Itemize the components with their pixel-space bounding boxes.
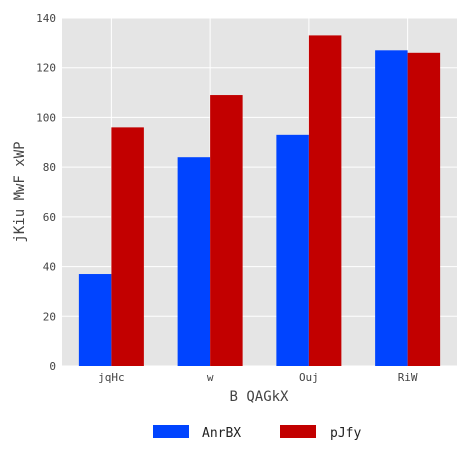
bar-AnrBX-RiW — [375, 50, 408, 367]
legend-swatch-pJfy — [280, 425, 316, 438]
y-tick-label: 100 — [36, 111, 56, 124]
x-tick-label: w — [207, 371, 214, 384]
x-tick-label: RiW — [398, 371, 418, 384]
y-tick-label: 120 — [36, 62, 56, 75]
bar-pJfy-w — [210, 95, 243, 367]
bar-pJfy-RiW — [407, 52, 441, 367]
y-tick-label: 140 — [36, 12, 56, 25]
y-tick-labels: 0 20 40 60 80 100 120 140 — [36, 12, 56, 373]
bar-AnrBX-Ouj — [276, 134, 309, 366]
bar-pJfy-jqHc — [111, 127, 144, 366]
y-tick-label: 0 — [49, 360, 56, 373]
bars — [78, 35, 441, 367]
y-tick-label: 40 — [43, 261, 56, 274]
legend: AnrBX pJfy — [153, 425, 361, 441]
x-tick-labels: jqHc w Ouj RiW — [98, 371, 418, 384]
bar-pJfy-Ouj — [308, 35, 342, 367]
y-axis-label: jKiu MwF xWP — [12, 141, 28, 242]
legend-swatch-AnrBX — [153, 425, 189, 438]
bar-AnrBX-w — [177, 157, 211, 366]
legend-label-AnrBX: AnrBX — [202, 426, 241, 441]
y-tick-label: 80 — [43, 161, 56, 174]
x-axis-label: B QAGkX — [229, 389, 289, 405]
y-tick-label: 20 — [43, 310, 56, 323]
x-tick-label: Ouj — [299, 371, 319, 384]
y-tick-label: 60 — [43, 211, 56, 224]
x-tick-label: jqHc — [98, 371, 125, 384]
bar-AnrBX-jqHc — [78, 274, 112, 366]
legend-label-pJfy: pJfy — [330, 426, 361, 441]
